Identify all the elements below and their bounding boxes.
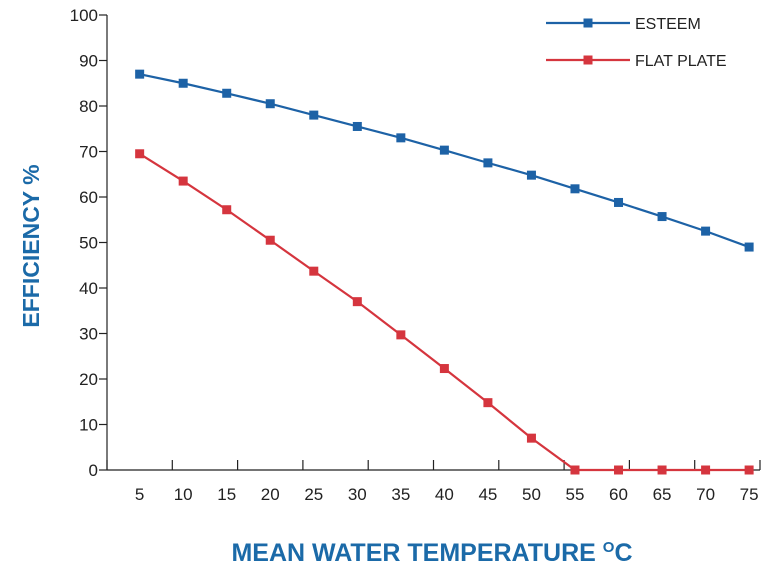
legend-item-flat-plate: FLAT PLATE <box>546 53 727 70</box>
x-tick-label-60: 60 <box>609 485 628 504</box>
x-tick-label-55: 55 <box>566 485 585 504</box>
point-esteem-65 <box>657 212 667 222</box>
point-flat-plate-30 <box>352 297 362 307</box>
series-line-esteem <box>139 73 750 249</box>
point-flat-plate-10 <box>178 176 188 186</box>
point-esteem-20 <box>265 99 275 109</box>
legend-marker-esteem <box>583 18 593 28</box>
y-tick-label-100: 100 <box>70 6 98 25</box>
x-tick-label-10: 10 <box>174 485 193 504</box>
point-flat-plate-55 <box>570 465 580 475</box>
x-tick-label-5: 5 <box>135 485 144 504</box>
point-flat-plate-25 <box>309 266 319 276</box>
series-esteem <box>135 69 754 252</box>
series-line-flat-plate <box>139 152 750 472</box>
x-tick-label-35: 35 <box>391 485 410 504</box>
axes <box>106 15 760 471</box>
point-esteem-35 <box>396 133 406 143</box>
point-flat-plate-35 <box>396 330 406 340</box>
point-flat-plate-20 <box>265 235 275 245</box>
point-esteem-70 <box>701 226 711 236</box>
point-esteem-45 <box>483 158 493 168</box>
legend-label-esteem: ESTEEM <box>635 16 701 33</box>
x-tick-label-20: 20 <box>261 485 280 504</box>
point-flat-plate-50 <box>526 433 536 443</box>
series-layer <box>135 69 754 475</box>
x-tick-label-40: 40 <box>435 485 454 504</box>
x-axis-title: MEAN WATER TEMPERATURE OC <box>231 539 632 562</box>
y-tick-label-50: 50 <box>79 234 98 253</box>
x-axis-title-main: MEAN WATER TEMPERATURE <box>231 539 595 562</box>
y-tick-label-90: 90 <box>79 52 98 71</box>
x-axis-title-unit-prefix: O <box>603 539 615 556</box>
y-tick-label-30: 30 <box>79 325 98 344</box>
x-tick-label-45: 45 <box>478 485 497 504</box>
y-tick-label-0: 0 <box>89 461 98 480</box>
x-tick-label-25: 25 <box>304 485 323 504</box>
x-ticks: 5 10 15 20 25 30 35 40 45 50 55 60 65 70 75 <box>106 460 761 504</box>
point-flat-plate-70 <box>701 465 711 475</box>
legend-item-esteem: ESTEEM <box>546 16 701 33</box>
point-esteem-10 <box>178 78 188 88</box>
point-flat-plate-65 <box>657 465 667 475</box>
point-esteem-50 <box>526 170 536 180</box>
point-esteem-5 <box>135 69 145 79</box>
y-tick-label-20: 20 <box>79 370 98 389</box>
point-esteem-40 <box>439 145 449 155</box>
x-axis-title-unit: C <box>614 539 632 562</box>
x-tick-label-75: 75 <box>740 485 759 504</box>
x-tick-label-30: 30 <box>348 485 367 504</box>
point-flat-plate-75 <box>744 465 754 475</box>
point-esteem-60 <box>614 197 624 207</box>
series-flat-plate <box>135 149 754 475</box>
point-flat-plate-45 <box>483 398 493 408</box>
point-flat-plate-40 <box>439 364 449 374</box>
point-flat-plate-5 <box>135 149 145 159</box>
y-axis-title: EFFICIENCY % <box>18 164 44 327</box>
x-tick-label-50: 50 <box>522 485 541 504</box>
y-ticks: 0 10 20 30 40 50 60 70 80 90 100 <box>70 6 107 480</box>
point-flat-plate-15 <box>222 205 232 215</box>
point-esteem-15 <box>222 88 232 98</box>
y-tick-label-60: 60 <box>79 188 98 207</box>
x-tick-label-15: 15 <box>217 485 236 504</box>
point-flat-plate-60 <box>614 465 624 475</box>
point-esteem-30 <box>352 121 362 131</box>
point-esteem-55 <box>570 184 580 194</box>
x-tick-label-65: 65 <box>653 485 672 504</box>
legend-label-flat-plate: FLAT PLATE <box>635 53 727 70</box>
y-tick-label-70: 70 <box>79 143 98 162</box>
y-tick-label-80: 80 <box>79 97 98 116</box>
point-esteem-25 <box>309 110 319 120</box>
x-tick-label-70: 70 <box>696 485 715 504</box>
legend-marker-flat-plate <box>583 55 593 65</box>
legend: ESTEEM FLAT PLATE <box>546 16 727 70</box>
y-tick-label-10: 10 <box>79 416 98 435</box>
point-esteem-75 <box>744 242 754 252</box>
y-tick-label-40: 40 <box>79 279 98 298</box>
